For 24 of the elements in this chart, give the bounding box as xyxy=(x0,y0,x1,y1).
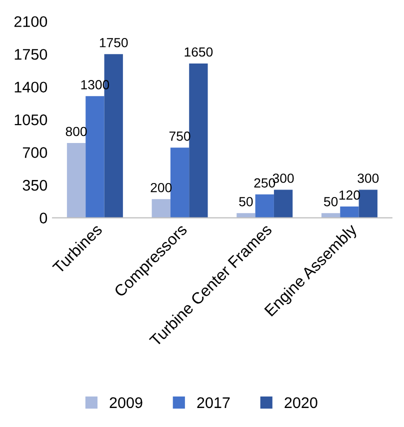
legend-label: 2020 xyxy=(284,397,318,408)
legend-label: 2017 xyxy=(197,397,230,408)
y-tick-label: 1050 xyxy=(14,114,48,126)
y-tick-label: 2100 xyxy=(14,16,48,28)
bar xyxy=(66,142,86,218)
y-tick-label: 1750 xyxy=(14,48,48,60)
bar xyxy=(86,96,104,218)
bar xyxy=(152,199,170,218)
bar xyxy=(274,190,293,218)
bar xyxy=(170,148,190,218)
data-label: 50 xyxy=(324,196,338,206)
bar xyxy=(189,63,208,218)
y-tick-label: 0 xyxy=(40,212,48,224)
y-tick-label: 700 xyxy=(22,147,48,158)
y-tick-label: 1400 xyxy=(14,82,48,93)
legend-label: 2009 xyxy=(110,397,142,408)
data-label: 50 xyxy=(239,196,253,206)
bar xyxy=(358,190,378,218)
bar xyxy=(340,206,359,218)
data-label: 1650 xyxy=(184,47,213,57)
data-label: 300 xyxy=(358,174,379,183)
data-label: 1750 xyxy=(100,38,128,48)
bar xyxy=(255,194,274,218)
y-tick-label: 350 xyxy=(22,180,48,191)
